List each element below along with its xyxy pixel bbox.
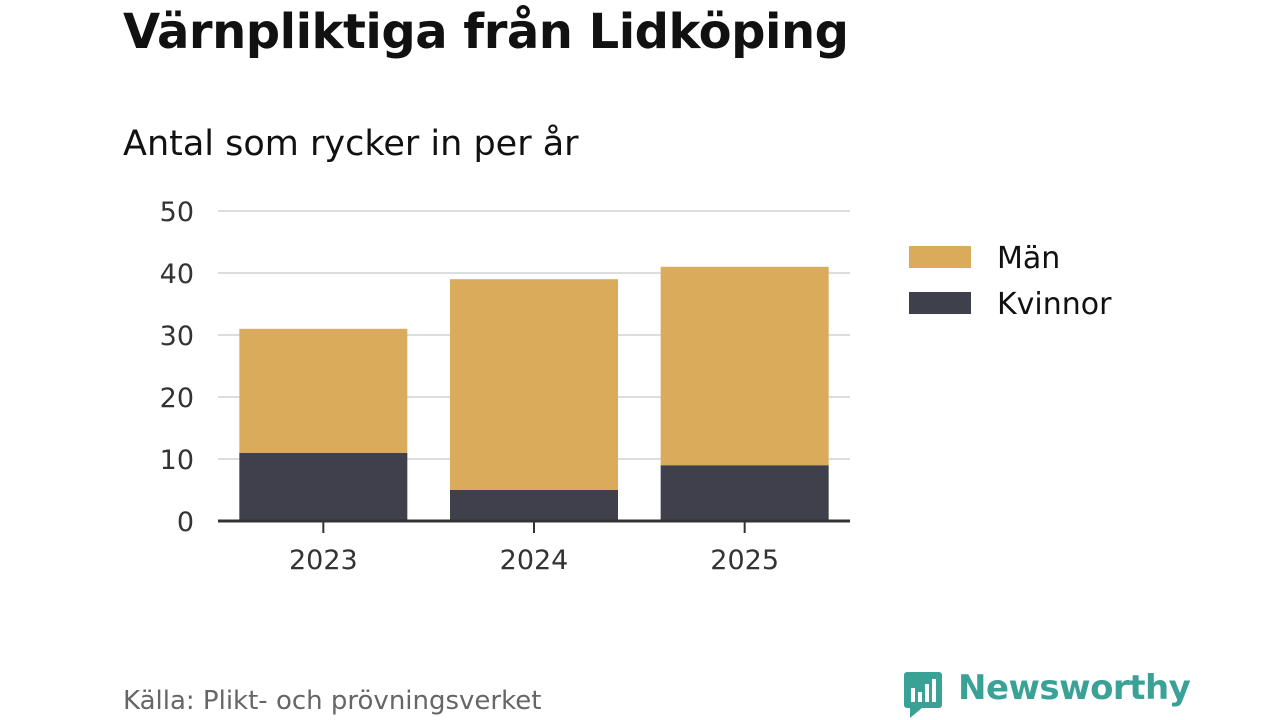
chart-title: Värnpliktiga från Lidköping <box>123 4 849 60</box>
x-tick-label: 2024 <box>500 545 569 576</box>
bar-man-2025[interactable] <box>660 266 829 466</box>
newsworthy-logo-icon <box>904 672 942 718</box>
stacked-bar-chart: 0 10 20 30 40 50 2023 2024 2025 Män Kvinnor <box>160 197 1113 576</box>
y-tick-label: 10 <box>160 445 194 476</box>
y-tick-label: 50 <box>160 197 194 228</box>
source-note: Källa: Plikt- och prövningsverket <box>123 686 542 716</box>
bar-kvinnor-2023[interactable] <box>239 452 408 521</box>
bar-kvinnor-2025[interactable] <box>660 465 829 521</box>
legend-label-man: Män <box>997 241 1060 276</box>
y-tick-label: 30 <box>160 321 194 352</box>
legend-swatch-kvinnor <box>909 292 971 314</box>
y-tick-label: 0 <box>177 507 194 538</box>
bar-man-2024[interactable] <box>450 279 618 490</box>
x-tick-label: 2023 <box>289 545 358 576</box>
y-tick-label: 40 <box>160 259 194 290</box>
brand-name: Newsworthy <box>958 668 1191 708</box>
bar-man-2023[interactable] <box>239 328 408 453</box>
legend-label-kvinnor: Kvinnor <box>997 287 1112 322</box>
chart-subtitle: Antal som rycker in per år <box>123 124 579 164</box>
x-tick-label: 2025 <box>710 545 779 576</box>
y-tick-label: 20 <box>160 383 194 414</box>
legend-swatch-man <box>909 246 971 268</box>
bar-kvinnor-2024[interactable] <box>450 490 618 521</box>
